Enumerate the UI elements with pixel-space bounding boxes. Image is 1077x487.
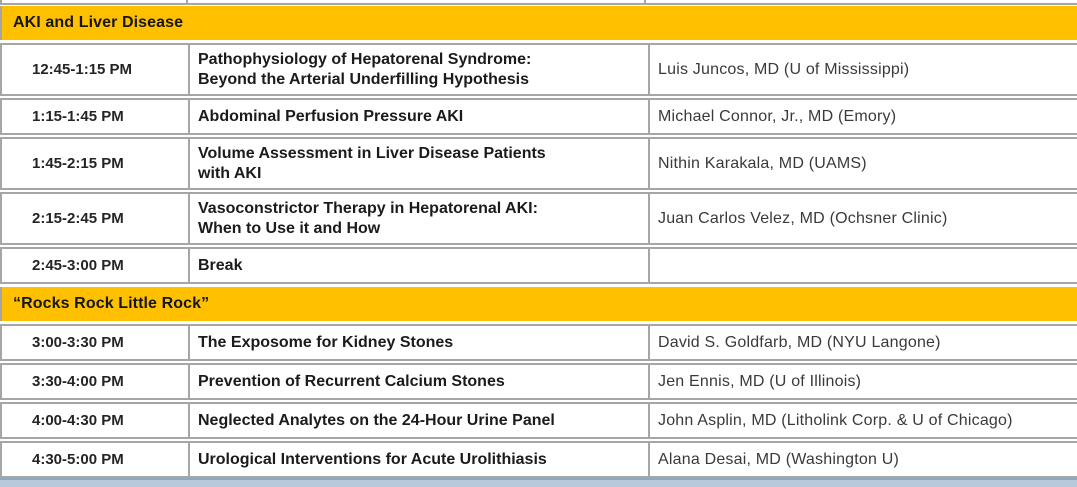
time-cell: 1:45-2:15 PM: [32, 155, 124, 172]
table-row: 3:00-3:30 PM The Exposome for Kidney Sto…: [0, 324, 1077, 361]
speaker-cell: [648, 249, 1077, 282]
speaker-cell: Juan Carlos Velez, MD (Ochsner Clinic): [648, 194, 1077, 243]
speaker-cell: David S. Goldfarb, MD (NYU Langone): [648, 326, 1077, 359]
table-row: 12:45-1:15 PM Pathophysiology of Hepator…: [0, 43, 1077, 96]
time-cell: 2:45-3:00 PM: [32, 257, 124, 274]
schedule-section: “Rocks Rock Little Rock” 3:00-3:30 PM Th…: [0, 287, 1077, 478]
table-row: 2:15-2:45 PM Vasoconstrictor Therapy in …: [0, 192, 1077, 245]
table-row: 1:45-2:15 PM Volume Assessment in Liver …: [0, 137, 1077, 190]
cutoff-time-cell: [2, 0, 188, 3]
title-cell: Pathophysiology of Hepatorenal Syndrome:…: [188, 45, 648, 94]
table-row: 2:45-3:00 PM Break: [0, 247, 1077, 284]
speaker-cell: Luis Juncos, MD (U of Mississippi): [648, 45, 1077, 94]
section-header-band: AKI and Liver Disease: [0, 6, 1077, 40]
title-cell: Prevention of Recurrent Calcium Stones: [188, 365, 648, 398]
bottom-accent-bar: [0, 478, 1077, 487]
time-cell: 1:15-1:45 PM: [32, 108, 124, 125]
title-cell: Urological Interventions for Acute Uroli…: [188, 443, 648, 476]
title-cell: Break: [188, 249, 648, 282]
section-rows: 12:45-1:15 PM Pathophysiology of Hepator…: [0, 43, 1077, 284]
time-cell: 2:15-2:45 PM: [32, 210, 124, 227]
title-cell: Abdominal Perfusion Pressure AKI: [188, 100, 648, 133]
title-cell: The Exposome for Kidney Stones: [188, 326, 648, 359]
speaker-cell: John Asplin, MD (Litholink Corp. & U of …: [648, 404, 1077, 437]
cutoff-speaker-cell: [646, 0, 1077, 3]
speaker-cell: Michael Connor, Jr., MD (Emory): [648, 100, 1077, 133]
table-row: 1:15-1:45 PM Abdominal Perfusion Pressur…: [0, 98, 1077, 135]
speaker-cell: Jen Ennis, MD (U of Illinois): [648, 365, 1077, 398]
table-row: 3:30-4:00 PM Prevention of Recurrent Cal…: [0, 363, 1077, 400]
speaker-cell: Alana Desai, MD (Washington U): [648, 443, 1077, 476]
table-row: 4:00-4:30 PM Neglected Analytes on the 2…: [0, 402, 1077, 439]
speaker-cell: Nithin Karakala, MD (UAMS): [648, 139, 1077, 188]
title-cell: Neglected Analytes on the 24-Hour Urine …: [188, 404, 648, 437]
sections-host: AKI and Liver Disease 12:45-1:15 PM Path…: [0, 6, 1077, 478]
schedule-section: AKI and Liver Disease 12:45-1:15 PM Path…: [0, 6, 1077, 284]
time-cell: 12:45-1:15 PM: [32, 61, 133, 78]
section-header-label: “Rocks Rock Little Rock”: [13, 295, 210, 312]
time-cell: 3:30-4:00 PM: [32, 373, 124, 390]
time-cell: 4:30-5:00 PM: [32, 451, 124, 468]
title-cell: Volume Assessment in Liver Disease Patie…: [188, 139, 648, 188]
table-row: 4:30-5:00 PM Urological Interventions fo…: [0, 441, 1077, 478]
section-rows: 3:00-3:30 PM The Exposome for Kidney Sto…: [0, 324, 1077, 478]
time-cell: 3:00-3:30 PM: [32, 334, 124, 351]
cutoff-title-cell: [188, 0, 646, 3]
time-cell: 4:00-4:30 PM: [32, 412, 124, 429]
section-header-label: AKI and Liver Disease: [13, 14, 184, 31]
section-header-band: “Rocks Rock Little Rock”: [0, 287, 1077, 321]
cutoff-row-top: [0, 0, 1077, 5]
title-cell: Vasoconstrictor Therapy in Hepatorenal A…: [188, 194, 648, 243]
